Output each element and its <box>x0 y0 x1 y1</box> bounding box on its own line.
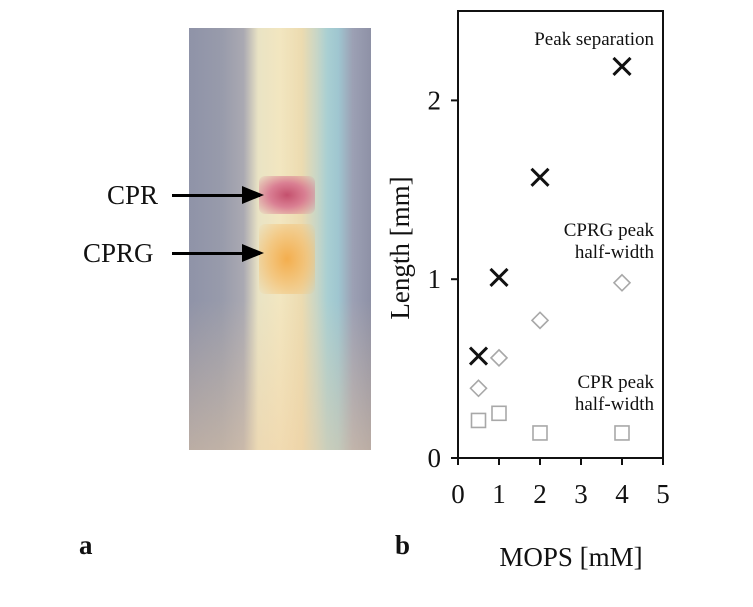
panel-b-letter: b <box>395 530 411 560</box>
y-tick-label: 2 <box>428 85 442 115</box>
peak-separation-point <box>489 267 509 287</box>
cpr-half-width-point <box>491 405 507 422</box>
cprg-label: CPRG <box>83 238 154 268</box>
cprg-half-width-point <box>469 379 488 398</box>
chart-marks <box>468 56 632 441</box>
cprg-half-width-point <box>612 273 632 292</box>
chart-axes <box>451 10 664 465</box>
peak-separation-point <box>468 346 489 366</box>
cpr-label: CPR <box>107 180 159 210</box>
peak-separation-point <box>530 167 550 187</box>
capillary-photo <box>189 28 371 450</box>
plot-frame <box>457 10 664 459</box>
x-tick-label: 3 <box>574 479 588 509</box>
cprg-band <box>259 224 315 294</box>
cprg-half-width-label: CPRG peak <box>564 220 655 241</box>
x-tick-label: 2 <box>533 479 547 509</box>
panel-a-letter: a <box>79 530 93 560</box>
y-tick-label: 0 <box>428 443 442 473</box>
cpr-arrow <box>172 186 264 204</box>
y-axis-label: Length [mm] <box>385 176 415 319</box>
cprg-arrow <box>172 244 264 262</box>
cpr-half-width-point <box>470 412 487 429</box>
peak-separation-point <box>612 56 632 76</box>
cpr-half-width-label: CPR peak <box>577 372 654 393</box>
cprg-half-width-label: half-width <box>575 242 655 263</box>
x-tick-label: 5 <box>656 479 670 509</box>
lane-lower-region <box>189 300 371 450</box>
x-tick-label: 1 <box>492 479 506 509</box>
x-axis-label: MOPS [mM] <box>499 542 642 572</box>
cpr-half-width-point <box>532 425 548 441</box>
y-tick-label: 1 <box>428 264 442 294</box>
cpr-half-width-label: half-width <box>575 394 655 415</box>
cpr-half-width-point <box>614 425 630 441</box>
x-tick-label: 0 <box>451 479 465 509</box>
cpr-band <box>259 176 315 214</box>
peak-separation-label: Peak separation <box>534 29 654 50</box>
cprg-half-width-point <box>489 348 509 368</box>
cprg-half-width-point <box>530 311 550 330</box>
x-tick-label: 4 <box>615 479 629 509</box>
